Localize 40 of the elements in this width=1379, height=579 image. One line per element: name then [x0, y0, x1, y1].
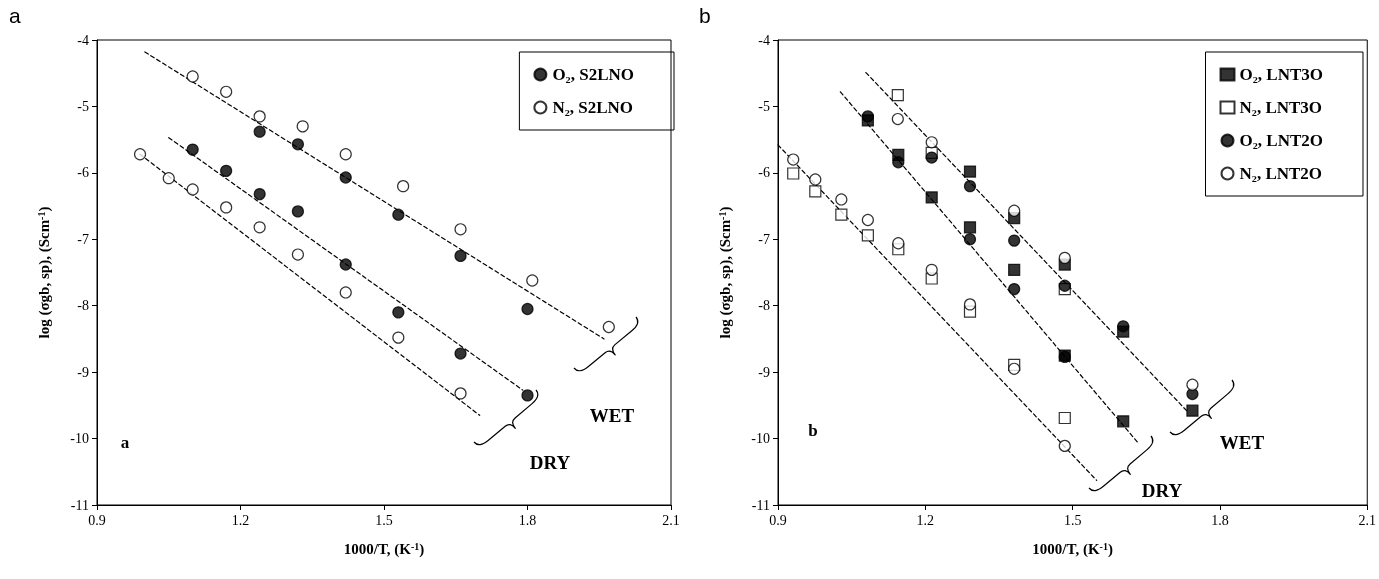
y-tick-label: -8 [758, 298, 770, 314]
annotation: WET [589, 404, 635, 426]
y-tick-label: -5 [758, 98, 770, 114]
x-tick-label: 1.2 [231, 512, 250, 528]
x-tick-label: 1.2 [916, 512, 935, 528]
legend-label: N₂, LNT3O [1239, 98, 1323, 117]
y-tick-label: -7 [77, 231, 89, 247]
x-tick-label: 1.5 [375, 512, 393, 528]
x-tick-label: 0.9 [769, 512, 787, 528]
legend-label: N₂, S2LNO [552, 98, 634, 117]
annotation: a [120, 432, 130, 452]
y-tick-label: -11 [70, 497, 89, 513]
annotation: b [808, 420, 818, 440]
annotation: DRY [529, 451, 571, 473]
annotation: DRY [1141, 479, 1183, 501]
x-tick-label: 1.5 [1063, 512, 1082, 528]
y-tick-label: -9 [758, 364, 770, 380]
y-tick-label: -8 [77, 298, 89, 314]
y-tick-label: -4 [77, 32, 89, 48]
annotation: WET [1219, 431, 1265, 453]
chart-title: a [9, 4, 21, 27]
y-tick-label: -10 [70, 431, 89, 447]
y-tick-label: -11 [751, 497, 770, 513]
legend-label: O₂, S2LNO [552, 65, 635, 84]
y-tick-label: -7 [758, 231, 770, 247]
legend-label: O₂, LNT3O [1239, 65, 1323, 84]
y-tick-label: -4 [758, 32, 770, 48]
legend-label: N₂, LNT2O [1239, 164, 1323, 183]
y-tick-label: -5 [77, 98, 89, 114]
y-tick-label: -10 [751, 431, 770, 447]
y-tick-label: -6 [77, 165, 89, 181]
x-tick-label: 2.1 [662, 512, 680, 528]
x-tick-label: 1.8 [1211, 512, 1229, 528]
x-tick-label: 1.8 [518, 512, 537, 528]
x-tick-label: 0.9 [88, 512, 106, 528]
chart-title: b [699, 4, 711, 27]
y-tick-label: -6 [758, 165, 770, 181]
legend-label: O₂, LNT2O [1239, 131, 1323, 150]
x-tick-label: 2.1 [1358, 512, 1376, 528]
y-tick-label: -9 [77, 364, 89, 380]
